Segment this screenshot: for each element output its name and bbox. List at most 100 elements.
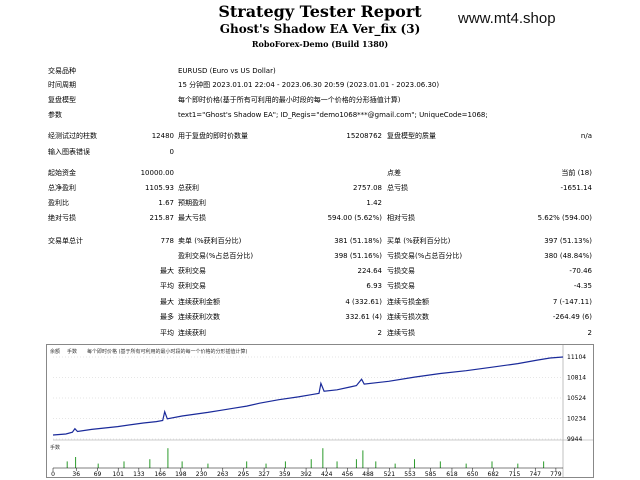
- info-value: EURUSD (Euro vs US Dollar): [178, 67, 276, 75]
- spread-label: 点差: [387, 169, 401, 177]
- abs-drawdown-label: 绝对亏损: [48, 214, 76, 222]
- x-tick-label: 488: [362, 471, 374, 477]
- x-tick-label: 456: [342, 471, 354, 477]
- x-tick-label: 618: [446, 471, 458, 477]
- avg-consec-losses-label: 连续亏损: [387, 329, 415, 337]
- average-row: 平均 获利交易 6.93 亏损交易 -4.35: [0, 281, 640, 292]
- info-value: 15 分钟图 2023.01.01 22:04 - 2023.06.30 20:…: [178, 81, 440, 89]
- report-title: Strategy Tester Report: [218, 2, 422, 21]
- consec-loss-label: 连续亏损次数: [387, 313, 429, 321]
- abs-drawdown-value: 215.87: [149, 214, 175, 222]
- avg-consec-wins-label: 连续获利: [178, 329, 206, 337]
- total-trades-value: 778: [160, 237, 174, 245]
- info-value: text1="Ghost's Shadow EA"; ID_Regis="dem…: [178, 111, 488, 119]
- info-row-model: 复盘模型 每个即时价格(基于所有可利用的最小时段的每一个价格的分形插值计算): [0, 95, 640, 106]
- info-label: 交易品种: [48, 67, 76, 75]
- expected-payoff-label: 预期盈利: [178, 199, 206, 207]
- consec-profit-label: 连续获利次数: [178, 313, 220, 321]
- x-tick-label: 0: [51, 471, 55, 477]
- y-tick-label: 9944: [567, 436, 582, 443]
- average-profit-label: 获利交易: [178, 282, 206, 290]
- x-tick-label: 779: [550, 471, 562, 477]
- x-tick-label: 295: [238, 471, 250, 477]
- x-tick-label: 585: [425, 471, 437, 477]
- consec-profit-value: 332.61 (4): [345, 313, 382, 321]
- balance-chart: 余额 手数 每个即时价格 (基于所有可利用的最小时段的每一个价格的分形插值计算)…: [46, 344, 594, 478]
- x-tick-label: 36: [72, 471, 80, 477]
- info-row-symbol: 交易品种 EURUSD (Euro vs US Dollar): [0, 66, 640, 77]
- x-tick-label: 359: [279, 471, 291, 477]
- long-label: 买单 (%获利百分比): [387, 237, 451, 245]
- quality-label: 复盘模型的质量: [387, 132, 436, 140]
- bars-label: 经测试过的柱数: [48, 132, 97, 140]
- gross-loss-value: -1651.14: [560, 184, 592, 192]
- deposit-row: 起始资金 10000.00 点差 当前 (18): [0, 168, 640, 179]
- rel-drawdown-label: 相对亏损: [387, 214, 415, 222]
- bars-row: 经测试过的柱数 12480 用于复盘的即时价数量 15208762 复盘模型的质…: [0, 131, 640, 142]
- info-label: 参数: [48, 111, 62, 119]
- volume-label: 手数: [50, 444, 60, 451]
- avg-consec-wins-value: 2: [377, 329, 382, 337]
- total-trades-label: 交易单总计: [48, 237, 83, 245]
- legend-model: 每个即时价格 (基于所有可利用的最小时段的每一个价格的分形插值计算): [87, 348, 248, 355]
- x-axis-ticks: 0 36 69 101 133 166 198 230 263 295 327 359 392 424 45…: [51, 467, 563, 478]
- x-tick-label: 424: [321, 471, 333, 477]
- loss-trades-label: 亏损交易(%占总百分比): [387, 252, 463, 260]
- ticks-label: 用于复盘的即时价数量: [178, 132, 248, 140]
- max-drawdown-label: 最大亏损: [178, 214, 206, 222]
- avg-consec-label: 平均: [160, 329, 174, 337]
- largest-loss-label: 亏损交易: [387, 267, 415, 275]
- ea-name: Ghost's Shadow EA Ver_fix (3): [219, 22, 421, 36]
- spread-value: 当前 (18): [561, 169, 592, 177]
- legend-balance: 余额: [50, 348, 60, 355]
- bars-value: 12480: [151, 132, 174, 140]
- avg-consec-row: 平均 连续获利 2 连续亏损 2: [0, 328, 640, 339]
- consec-wins-label: 连续获利金额: [178, 298, 220, 306]
- max-consec-amt-label: 最多: [160, 313, 174, 321]
- average-profit-value: 6.93: [366, 282, 382, 290]
- y-axis-ticks: 11104 10814 10524 10234 9944: [567, 354, 586, 443]
- expected-payoff-value: 1.42: [366, 199, 382, 207]
- total-trades-row: 交易单总计 778 卖单 (%获利百分比) 381 (51.18%) 买单 (%…: [0, 236, 640, 247]
- quality-value: n/a: [580, 132, 592, 140]
- mismatch-value: 0: [169, 148, 174, 156]
- profit-factor-label: 盈利比: [48, 199, 69, 207]
- y-tick-label: 11104: [567, 354, 586, 361]
- largest-loss-value: -70.46: [569, 267, 592, 275]
- max-consec-label: 最大: [160, 298, 174, 306]
- x-tick-label: 682: [488, 471, 500, 477]
- average-loss-label: 亏损交易: [387, 282, 415, 290]
- net-profit-value: 1105.93: [145, 184, 174, 192]
- consec-wins-value: 4 (332.61): [345, 298, 382, 306]
- average-loss-value: -4.35: [573, 282, 592, 290]
- loss-trades-value: 380 (48.84%): [544, 252, 592, 260]
- server-build: RoboForex-Demo (Build 1380): [251, 39, 389, 49]
- x-tick-label: 521: [384, 471, 396, 477]
- chart-grid: [53, 345, 593, 477]
- largest-profit-value: 224.64: [357, 267, 383, 275]
- rel-drawdown-value: 5.62% (594.00): [537, 214, 592, 222]
- consec-losses-value: 7 (-147.11): [552, 298, 592, 306]
- largest-label: 最大: [160, 267, 174, 275]
- largest-profit-label: 获利交易: [178, 267, 206, 275]
- mismatch-label: 输入图表错误: [48, 148, 90, 156]
- info-row-params: 参数 text1="Ghost's Shadow EA"; ID_Regis="…: [0, 110, 640, 121]
- max-consec-row: 最大 连续获利金额 4 (332.61) 连续亏损金额 7 (-147.11): [0, 297, 640, 308]
- info-value: 每个即时价格(基于所有可利用的最小时段的每一个价格的分形插值计算): [178, 96, 401, 104]
- short-label: 卖单 (%获利百分比): [178, 237, 242, 245]
- x-tick-label: 69: [94, 471, 102, 477]
- y-tick-label: 10814: [567, 375, 586, 382]
- x-tick-label: 263: [217, 471, 229, 477]
- profit-factor-value: 1.67: [158, 199, 174, 207]
- gross-profit-value: 2757.08: [353, 184, 382, 192]
- max-consec-amt-row: 最多 连续获利次数 332.61 (4) 连续亏损次数 -264.49 (6): [0, 312, 640, 323]
- info-label: 复盘模型: [48, 96, 76, 104]
- volume-bars: [66, 448, 545, 468]
- x-tick-label: 392: [300, 471, 312, 477]
- deposit-value: 10000.00: [140, 169, 174, 177]
- x-tick-label: 747: [530, 471, 542, 477]
- ticks-value: 15208762: [346, 132, 382, 140]
- deposit-label: 起始资金: [48, 169, 76, 177]
- gross-loss-label: 总亏损: [387, 184, 408, 192]
- x-tick-label: 553: [404, 471, 416, 477]
